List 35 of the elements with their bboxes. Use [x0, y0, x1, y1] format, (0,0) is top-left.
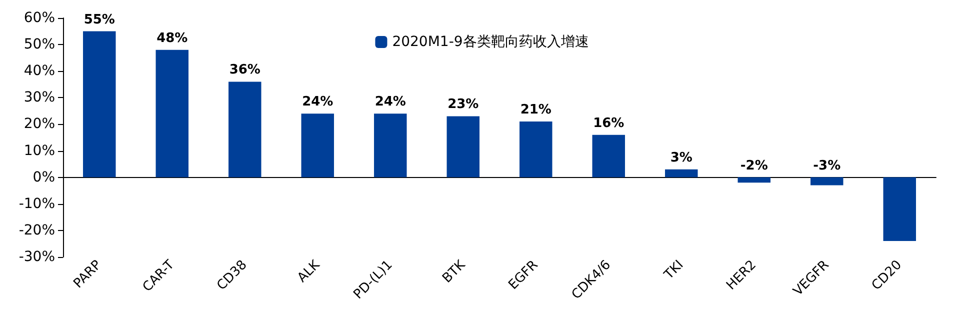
data-label: 21%	[520, 102, 552, 118]
bar	[810, 177, 844, 186]
legend-label: 2020M1-9各类靶向药收入增速	[392, 34, 589, 50]
y-tick-label: 20%	[24, 116, 55, 132]
y-tick-label: 30%	[24, 90, 55, 106]
bar	[374, 114, 407, 178]
bar	[738, 177, 770, 183]
data-label: 24%	[374, 94, 406, 110]
bar	[156, 50, 188, 178]
data-label: -3%	[813, 158, 841, 174]
bar	[83, 31, 116, 178]
x-tick-label: TKI	[661, 258, 687, 284]
y-tick-label: -30%	[18, 248, 55, 265]
y-tick-label: 50%	[24, 36, 55, 53]
bar	[665, 169, 698, 178]
bar	[520, 122, 552, 178]
y-tick-label: 0%	[32, 169, 55, 186]
y-tick-label: 60%	[24, 10, 55, 26]
data-label: 3%	[670, 150, 692, 166]
y-tick-label: -20%	[18, 222, 55, 238]
bar	[883, 177, 916, 242]
bar	[592, 134, 625, 178]
data-label: 36%	[229, 62, 260, 78]
data-label: 48%	[156, 30, 188, 46]
y-tick-label: 40%	[24, 63, 55, 80]
bar	[228, 82, 262, 178]
data-label: 24%	[302, 94, 334, 110]
bar	[446, 116, 480, 178]
bar	[301, 114, 334, 178]
data-label: 23%	[448, 97, 479, 112]
data-label: 16%	[593, 116, 624, 131]
y-tick-label: -10%	[18, 196, 55, 212]
y-tick-label: 10%	[24, 142, 55, 159]
data-label: 55%	[84, 12, 115, 28]
data-label: -2%	[740, 158, 768, 174]
